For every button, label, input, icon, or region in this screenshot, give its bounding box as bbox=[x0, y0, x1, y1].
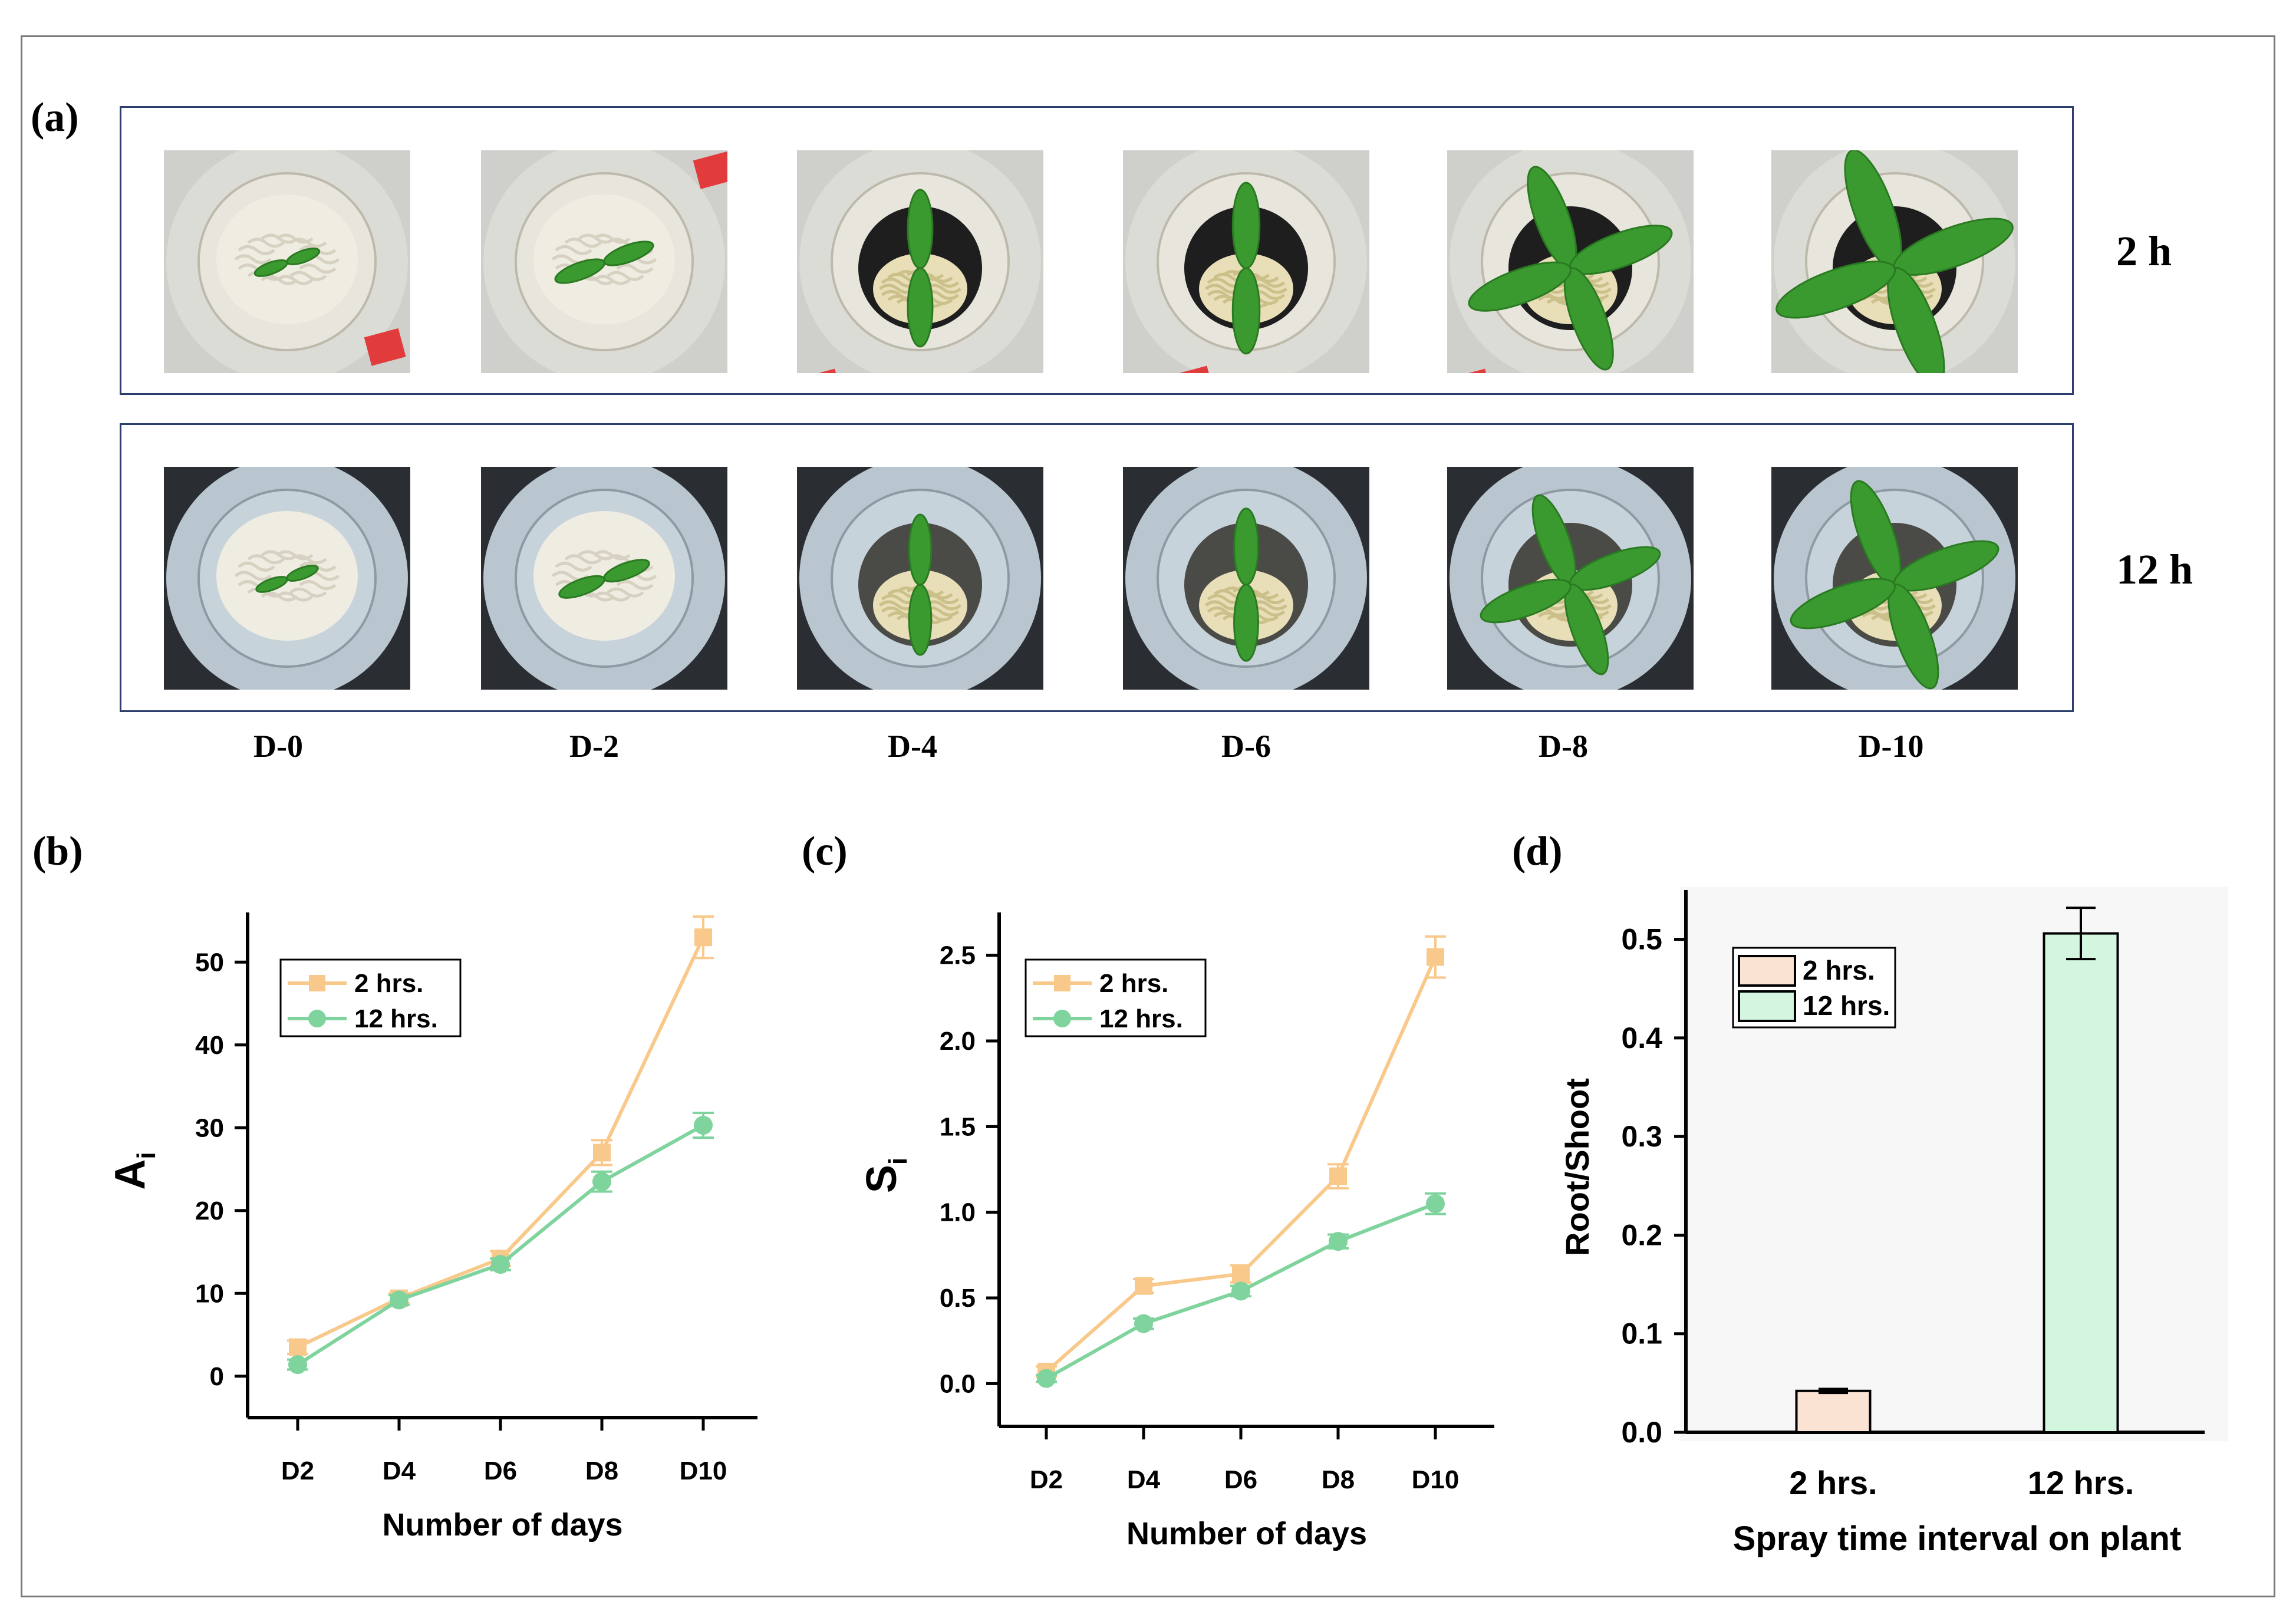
figure-frame bbox=[21, 35, 2275, 1597]
data-point-2h bbox=[1427, 948, 1444, 966]
data-point-12h bbox=[288, 1355, 307, 1375]
x-axis-label: Number of days bbox=[382, 1507, 622, 1543]
data-point-2h bbox=[1232, 1265, 1250, 1283]
data-point-12h bbox=[694, 1116, 713, 1135]
data-point-2h bbox=[1135, 1277, 1152, 1295]
data-point-12h bbox=[1134, 1314, 1153, 1333]
y-axis-label: Ai bbox=[107, 1152, 161, 1189]
x-tick-label: D4 bbox=[383, 1456, 416, 1485]
data-point-12h bbox=[491, 1255, 510, 1274]
x-tick-label: D2 bbox=[1030, 1465, 1063, 1494]
chart-b: 0 10 20 30 40 50 D2 D4 D6 D8 D10 Number of days Ai 2 … bbox=[107, 912, 757, 1543]
y-tick-label: 0.0 bbox=[1621, 1416, 1662, 1449]
legend-label: 2 hrs. bbox=[1803, 955, 1875, 986]
seedling-photo-2h-d2 bbox=[481, 150, 727, 373]
legend-label: 12 hrs. bbox=[354, 1004, 438, 1033]
y-tick-label: 0 bbox=[210, 1362, 224, 1391]
seedling-photo-12h-d8 bbox=[1447, 467, 1694, 690]
panel-label-b: (b) bbox=[32, 829, 83, 874]
data-point-2h bbox=[289, 1338, 307, 1356]
x-tick-label: D10 bbox=[680, 1456, 727, 1485]
x-tick-label: D6 bbox=[1224, 1465, 1257, 1494]
x-tick-label: D4 bbox=[1127, 1465, 1161, 1494]
row-label-2h: 2 h bbox=[2116, 228, 2172, 275]
y-tick-label: 0.4 bbox=[1621, 1021, 1662, 1054]
x-tick-label: 2 hrs. bbox=[1789, 1464, 1877, 1501]
data-point-2h bbox=[593, 1144, 611, 1162]
y-tick-label: 0.1 bbox=[1621, 1317, 1662, 1350]
legend-swatch bbox=[1738, 955, 1796, 987]
seedling-photo-12h-d6 bbox=[1123, 467, 1369, 690]
seedling-photo-2h-d4 bbox=[797, 150, 1043, 373]
panel-label-c: (c) bbox=[802, 829, 848, 874]
seedling-photo-2h-d8 bbox=[1447, 150, 1694, 373]
photo-row-2h-box bbox=[120, 106, 2074, 395]
row-label-12h: 12 h bbox=[2116, 546, 2193, 593]
legend-marker bbox=[1053, 1010, 1071, 1027]
seedling-photo-12h-d4 bbox=[797, 467, 1043, 690]
y-tick-label: 50 bbox=[195, 948, 224, 977]
chart-d: 0.0 0.1 0.2 0.3 0.4 0.5 2 hrs. 12 hrs. Spray tim… bbox=[1559, 887, 2228, 1558]
x-tick-label: 12 hrs. bbox=[2028, 1464, 2134, 1501]
y-tick-label: 1.5 bbox=[940, 1112, 976, 1141]
data-point-2h bbox=[694, 928, 712, 947]
legend-label: 12 hrs. bbox=[1803, 990, 1890, 1021]
series-line-12h bbox=[297, 1123, 704, 1366]
photo-row-12h-box bbox=[120, 423, 2074, 712]
day-label-d10: D-10 bbox=[1858, 729, 1924, 764]
data-point-12h bbox=[592, 1172, 611, 1191]
seedling-photo-2h-d0 bbox=[164, 150, 410, 373]
bar-12h bbox=[2043, 932, 2119, 1434]
y-tick-label: 1.0 bbox=[940, 1198, 976, 1227]
seedling-photo-12h-d10 bbox=[1771, 467, 2018, 690]
y-tick-label: 20 bbox=[195, 1197, 224, 1225]
chart-c: 0.0 0.5 1.0 1.5 2.0 2.5 D2 D4 D6 D8 D10 Number of d… bbox=[858, 912, 1494, 1551]
legend-swatch bbox=[1738, 990, 1796, 1022]
day-label-d2: D-2 bbox=[569, 729, 619, 764]
panel-label-a: (a) bbox=[31, 95, 79, 140]
data-point-12h bbox=[1426, 1194, 1445, 1214]
y-tick-label: 40 bbox=[195, 1031, 224, 1060]
y-tick-label: 0.5 bbox=[940, 1284, 976, 1313]
x-tick-label: D8 bbox=[585, 1456, 618, 1485]
data-point-12h bbox=[1329, 1232, 1348, 1251]
seedling-photo-2h-d6 bbox=[1123, 150, 1369, 373]
y-tick-label: 2.0 bbox=[940, 1027, 976, 1056]
legend-label: 2 hrs. bbox=[1099, 969, 1168, 998]
legend-marker bbox=[1054, 975, 1070, 991]
y-tick-label: 0.5 bbox=[1621, 923, 1662, 956]
y-tick-label: 10 bbox=[195, 1279, 224, 1308]
legend-label: 2 hrs. bbox=[354, 969, 423, 998]
y-tick-label: 30 bbox=[195, 1113, 224, 1142]
x-tick-label: D6 bbox=[484, 1456, 517, 1485]
y-tick-label: 2.5 bbox=[940, 941, 976, 970]
x-tick-label: D10 bbox=[1412, 1465, 1460, 1494]
bar-2h bbox=[1795, 1389, 1872, 1434]
day-label-d4: D-4 bbox=[888, 729, 937, 764]
data-point-12h bbox=[1231, 1281, 1250, 1301]
x-tick-label: D8 bbox=[1322, 1465, 1355, 1494]
legend-marker bbox=[308, 1010, 326, 1027]
day-label-d6: D-6 bbox=[1221, 729, 1271, 764]
x-axis-label: Spray time interval on plant bbox=[1733, 1520, 2182, 1558]
panel-label-d: (d) bbox=[1512, 829, 1563, 874]
x-axis-label: Number of days bbox=[1126, 1516, 1367, 1551]
legend-label: 12 hrs. bbox=[1099, 1004, 1183, 1033]
seedling-photo-12h-d0 bbox=[164, 467, 410, 690]
data-point-2h bbox=[1329, 1167, 1347, 1185]
legend-marker bbox=[309, 975, 325, 991]
data-point-12h bbox=[390, 1290, 409, 1310]
y-tick-label: 0.0 bbox=[940, 1369, 976, 1398]
y-tick-label: 0.3 bbox=[1621, 1120, 1662, 1153]
x-tick-label: D2 bbox=[281, 1456, 314, 1485]
day-label-d0: D-0 bbox=[253, 729, 303, 764]
seedling-photo-12h-d2 bbox=[481, 467, 727, 690]
y-axis-label: Root/Shoot bbox=[1559, 1078, 1596, 1256]
day-label-d8: D-8 bbox=[1539, 729, 1588, 764]
data-point-12h bbox=[1037, 1369, 1056, 1388]
y-tick-label: 0.2 bbox=[1621, 1218, 1662, 1251]
seedling-photo-2h-d10 bbox=[1771, 150, 2018, 373]
y-axis-label: Si bbox=[858, 1158, 913, 1193]
